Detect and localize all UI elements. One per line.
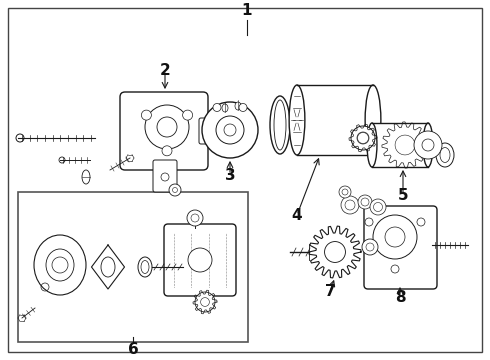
Circle shape	[370, 199, 386, 215]
FancyBboxPatch shape	[199, 118, 215, 144]
Ellipse shape	[365, 85, 381, 155]
Ellipse shape	[274, 100, 286, 150]
Text: 2: 2	[160, 63, 171, 77]
Circle shape	[187, 210, 203, 226]
Circle shape	[188, 248, 212, 272]
Circle shape	[183, 110, 193, 120]
Circle shape	[239, 103, 247, 112]
Circle shape	[142, 110, 151, 120]
Text: 5: 5	[398, 188, 408, 202]
Ellipse shape	[436, 143, 454, 167]
Circle shape	[162, 146, 172, 156]
FancyBboxPatch shape	[164, 224, 236, 296]
Text: 3: 3	[225, 167, 235, 183]
Ellipse shape	[101, 257, 115, 277]
Text: 4: 4	[292, 207, 302, 222]
Circle shape	[213, 103, 221, 112]
Text: 8: 8	[394, 289, 405, 305]
Ellipse shape	[440, 148, 450, 162]
Ellipse shape	[222, 104, 228, 112]
Ellipse shape	[235, 102, 241, 110]
Circle shape	[417, 218, 425, 226]
FancyBboxPatch shape	[364, 206, 437, 289]
Circle shape	[365, 218, 373, 226]
FancyBboxPatch shape	[153, 160, 177, 192]
Ellipse shape	[270, 96, 290, 154]
Circle shape	[362, 239, 378, 255]
Ellipse shape	[367, 123, 377, 167]
Ellipse shape	[46, 249, 74, 281]
Text: 1: 1	[242, 3, 252, 18]
Circle shape	[391, 265, 399, 273]
Circle shape	[195, 292, 215, 312]
Circle shape	[414, 131, 442, 159]
Circle shape	[358, 195, 372, 209]
Ellipse shape	[34, 235, 86, 295]
Circle shape	[351, 126, 375, 150]
Circle shape	[339, 186, 351, 198]
Text: 6: 6	[127, 342, 138, 357]
Circle shape	[202, 102, 258, 158]
Bar	[297, 85, 373, 155]
Ellipse shape	[289, 85, 305, 155]
Circle shape	[341, 196, 359, 214]
Circle shape	[169, 184, 181, 196]
Bar	[372, 123, 428, 167]
Ellipse shape	[138, 257, 152, 277]
FancyBboxPatch shape	[120, 92, 208, 170]
Bar	[18, 192, 248, 342]
Ellipse shape	[82, 170, 90, 184]
Ellipse shape	[423, 123, 433, 167]
Text: 7: 7	[325, 284, 335, 300]
